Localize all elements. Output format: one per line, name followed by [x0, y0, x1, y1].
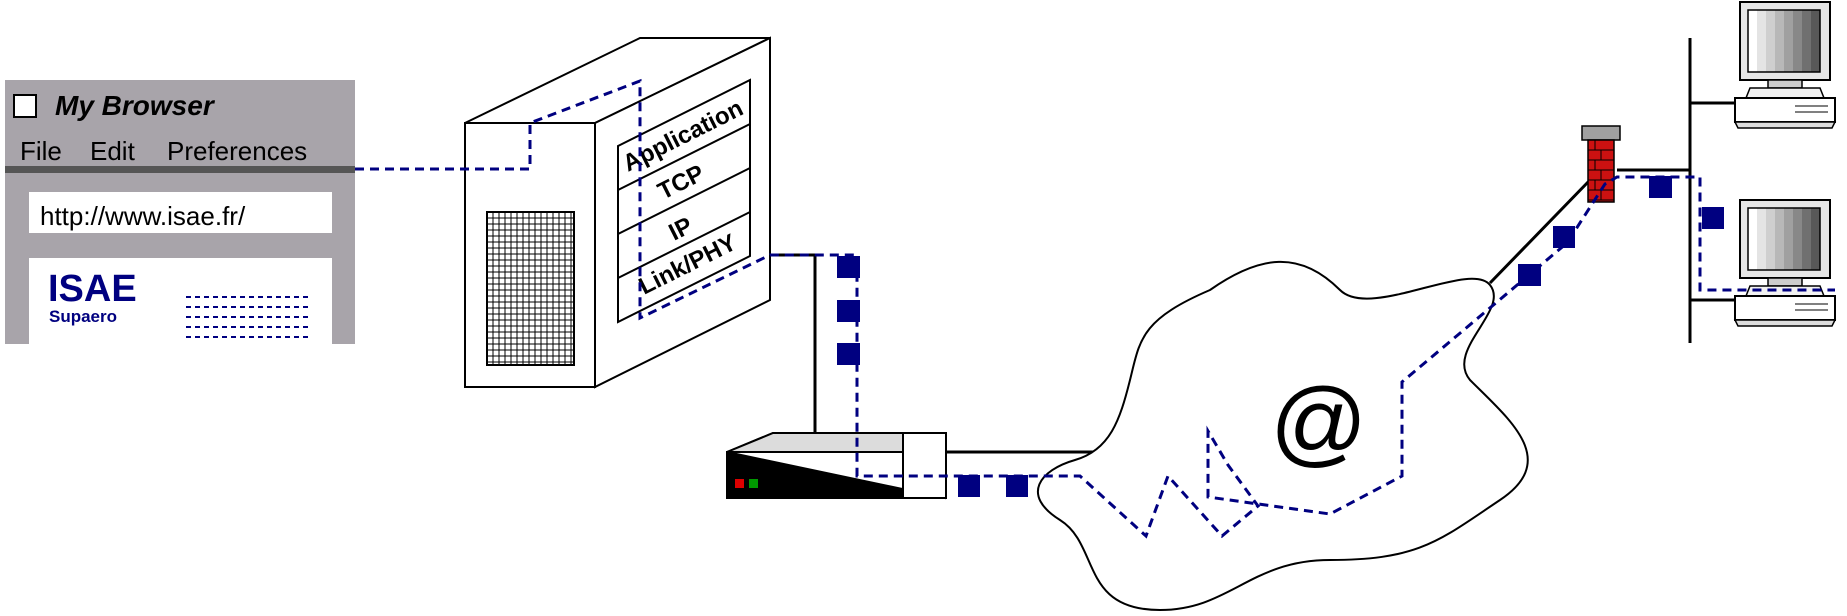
client-computer-1	[1733, 1, 1837, 129]
keyboard-icon	[1733, 121, 1837, 129]
menu-file[interactable]: File	[20, 136, 62, 166]
server-vent-grille	[486, 211, 575, 366]
address-bar[interactable]	[29, 192, 332, 233]
internet-cloud	[1037, 260, 1529, 612]
window-checkbox-icon[interactable]	[13, 94, 37, 118]
browser-title: My Browser	[55, 90, 216, 121]
data-path	[355, 78, 1835, 539]
packet	[1553, 226, 1575, 248]
keyboard-icon	[1733, 319, 1837, 327]
client-computer-2	[1733, 199, 1837, 327]
desktop-case-icon	[1734, 295, 1836, 321]
packet	[1518, 264, 1541, 286]
firewall-icon	[1581, 125, 1621, 203]
logo-title: ISAE	[48, 268, 137, 310]
packet	[1702, 207, 1724, 229]
page-text-placeholder-lines	[186, 296, 312, 338]
menu-divider	[5, 166, 355, 173]
menu-preferences[interactable]: Preferences	[167, 136, 307, 166]
router	[726, 432, 947, 500]
internet-firewall-link	[1488, 178, 1592, 285]
server-tower	[464, 36, 771, 389]
packet	[837, 300, 860, 322]
router-led-red-icon	[735, 479, 744, 488]
internet-at-symbol: @	[1270, 369, 1367, 476]
data-packets	[837, 176, 1724, 497]
logo-subtitle: Supaero	[49, 307, 117, 326]
packet	[837, 256, 860, 278]
packet	[1649, 176, 1672, 198]
address-bar-url: http://www.isae.fr/	[40, 201, 246, 231]
desktop-case-icon	[1734, 97, 1836, 123]
router-side	[902, 432, 947, 499]
packet	[837, 343, 860, 365]
stack-divider-3	[617, 211, 751, 279]
router-led-green-icon	[749, 479, 758, 488]
server-vent-grid	[486, 211, 574, 365]
menu-edit[interactable]: Edit	[90, 136, 136, 166]
packet	[958, 475, 980, 497]
browser-window: My Browser File Edit Preferences http://…	[5, 80, 355, 344]
packet	[1006, 475, 1028, 497]
page-content-area	[29, 258, 332, 344]
